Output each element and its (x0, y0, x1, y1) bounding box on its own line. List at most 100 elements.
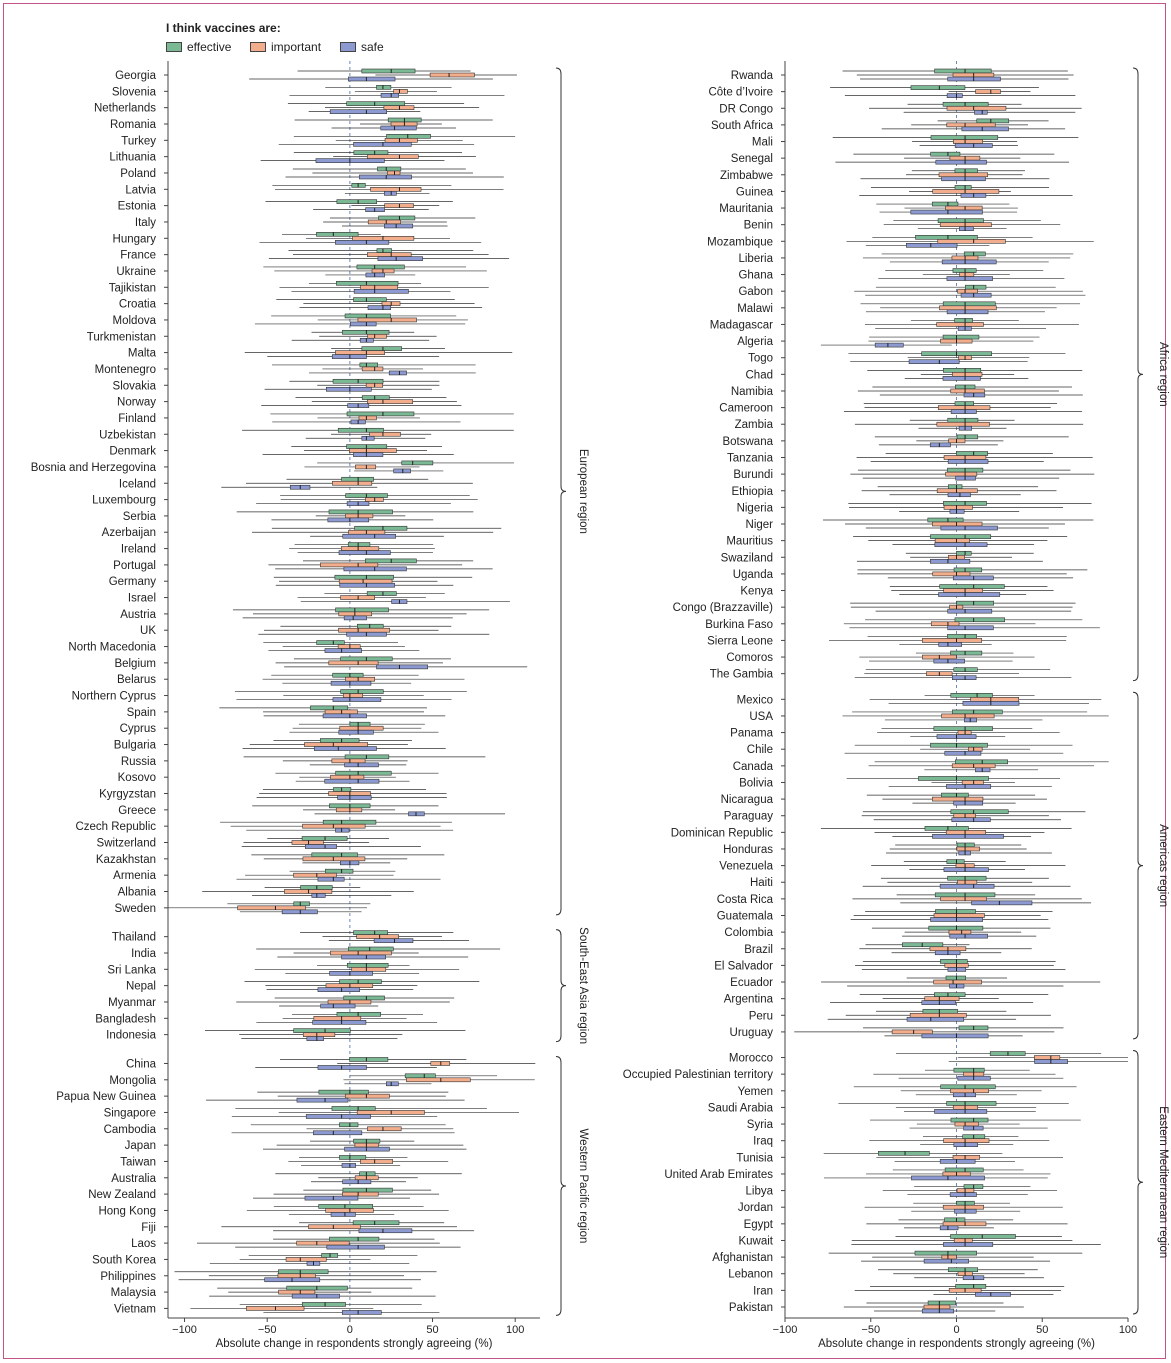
iqr-box-safe (947, 625, 994, 631)
country-label: Sweden (114, 903, 156, 915)
box-safe (850, 917, 1049, 922)
row-kazakhstan: Kazakhstan (96, 852, 445, 866)
box-safe (904, 1109, 1036, 1114)
box-effective (329, 215, 476, 221)
box-important (293, 252, 489, 257)
row-philippines: Philippines (100, 1269, 437, 1283)
row-iran: Iran (753, 1284, 1065, 1297)
row-kosovo: Kosovo (118, 770, 439, 784)
iqr-box-safe (953, 1142, 978, 1147)
country-label: Ireland (121, 544, 156, 556)
iqr-box-important (358, 415, 377, 421)
region-brace (555, 929, 567, 1043)
country-label: Poland (120, 168, 156, 180)
row-slovenia: Slovenia (112, 85, 505, 98)
box-effective (270, 411, 514, 417)
iqr-box-important (361, 366, 384, 372)
iqr-box-safe (930, 558, 971, 564)
box-effective (271, 362, 476, 368)
country-label: Burkina Faso (705, 619, 773, 631)
iqr-box-important (349, 448, 397, 453)
iqr-box-effective (931, 201, 959, 207)
country-label: Turkmenistan (87, 331, 156, 343)
iqr-box-effective (401, 460, 434, 466)
country-label: Congo (Brazzaville) (673, 602, 774, 614)
row-ghana: Ghana (738, 268, 1065, 282)
row-serbia: Serbia (123, 509, 474, 523)
iqr-box-important (406, 1077, 471, 1083)
country-label: Guinea (736, 186, 774, 198)
iqr-box-important (335, 807, 363, 813)
box-effective (236, 509, 474, 515)
box-effective (251, 852, 445, 858)
box-important (305, 236, 451, 241)
box-important (957, 1055, 1128, 1060)
box-safe (331, 125, 456, 131)
box-safe (268, 256, 510, 261)
row-nicaragua: Nicaragua (721, 792, 1047, 806)
box-safe (263, 713, 446, 719)
country-label: Latvia (125, 184, 156, 196)
box-safe (865, 309, 1045, 315)
country-label: Honduras (723, 844, 773, 856)
country-label: Uruguay (730, 1027, 774, 1039)
iqr-box-effective (940, 959, 968, 964)
iqr-box-safe (952, 1092, 977, 1098)
country-label: Niger (746, 519, 774, 531)
iqr-box-important (968, 746, 983, 752)
iqr-box-important (342, 693, 363, 698)
box-important (948, 89, 1031, 94)
box-important (289, 546, 435, 551)
box-effective (239, 1302, 422, 1307)
box-effective (906, 975, 1008, 981)
box-effective (848, 501, 1092, 506)
iqr-box-important (937, 405, 991, 410)
box-important (845, 521, 1065, 527)
iqr-box-important (370, 187, 422, 192)
box-important (280, 497, 478, 502)
country-label: Togo (748, 353, 773, 365)
box-safe (899, 592, 1027, 597)
box-effective (292, 166, 466, 172)
iqr-box-safe (312, 1020, 367, 1025)
row-bolivia: Bolivia (739, 776, 1061, 789)
country-label: Vietnam (114, 1303, 156, 1315)
iqr-box-safe (322, 713, 367, 719)
iqr-box-important (933, 979, 982, 985)
box-effective (280, 623, 452, 629)
row-finland: Finland (118, 411, 514, 425)
box-safe (865, 292, 1086, 298)
box-effective (876, 1008, 1007, 1014)
box-safe (236, 697, 452, 702)
iqr-box-effective (915, 235, 978, 240)
box-safe (262, 1146, 467, 1152)
iqr-box-safe (908, 359, 960, 365)
iqr-box-safe (949, 1192, 977, 1197)
country-label: Kenya (740, 586, 773, 598)
iqr-box-safe (335, 240, 390, 245)
box-effective (859, 992, 1049, 997)
iqr-box-safe (949, 933, 988, 939)
iqr-box-important (338, 627, 390, 633)
box-safe (241, 844, 421, 849)
country-label: Malawi (737, 303, 773, 315)
box-important (864, 1204, 1063, 1210)
country-label: Canada (733, 761, 774, 773)
row-ecuador: Ecuador (730, 975, 1101, 989)
country-label: UK (140, 625, 156, 637)
iqr-box-important (360, 1159, 394, 1164)
iqr-box-effective (928, 925, 984, 931)
box-effective (294, 542, 434, 547)
box-important (869, 697, 1102, 702)
country-label: Indonesia (106, 1030, 156, 1042)
iqr-box-effective (927, 1300, 956, 1306)
row-panama: Panama (730, 726, 1060, 740)
box-important (887, 879, 1033, 885)
box-effective (271, 525, 502, 531)
iqr-box-important (953, 1238, 973, 1243)
iqr-box-effective (956, 842, 975, 848)
box-important (282, 758, 408, 764)
row-benin: Benin (744, 218, 1061, 232)
box-important (202, 889, 414, 894)
country-label: Cameroon (719, 403, 773, 415)
